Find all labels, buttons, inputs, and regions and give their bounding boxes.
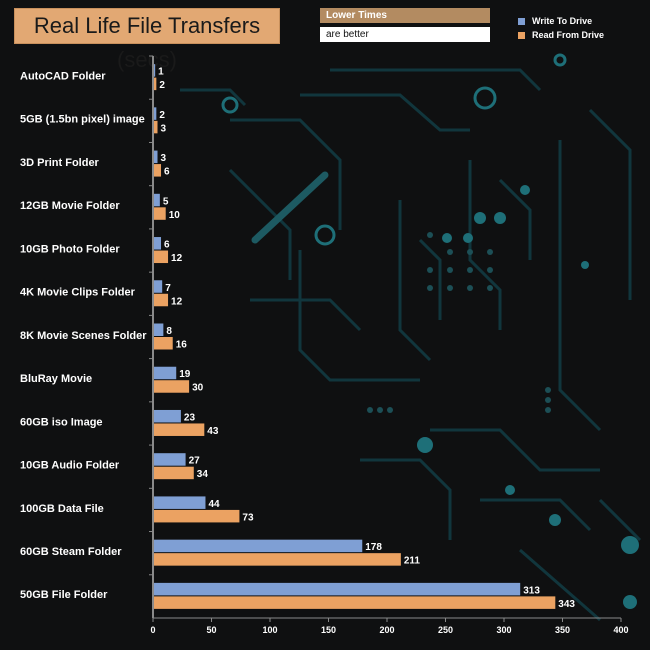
bar-read	[154, 250, 169, 264]
value-label-read: 3	[161, 123, 167, 134]
x-tick-label: 250	[438, 625, 453, 635]
bar-read	[154, 509, 240, 523]
bar-read	[154, 120, 158, 134]
value-label-read: 211	[404, 556, 421, 567]
value-label-write: 23	[184, 412, 196, 423]
bar-write	[154, 366, 177, 380]
bar-read	[154, 293, 169, 307]
value-label-write: 27	[189, 456, 201, 467]
value-label-read: 2	[159, 80, 165, 91]
value-label-write: 8	[166, 326, 172, 337]
bar-read	[154, 423, 205, 436]
bar-write	[154, 453, 186, 466]
x-tick-label: 200	[379, 625, 394, 635]
x-tick-label: 300	[496, 625, 511, 635]
bar-write	[154, 107, 157, 120]
legend: Write To Drive Read From Drive	[518, 15, 604, 43]
category-label: 3D Print Folder	[20, 157, 100, 169]
value-label-read: 343	[558, 599, 575, 610]
bar-read	[154, 380, 190, 393]
legend-label-read: Read From Drive	[532, 30, 605, 40]
value-label-read: 30	[192, 383, 204, 394]
bar-write	[154, 193, 160, 207]
x-tick-label: 350	[555, 625, 570, 635]
bar-read	[154, 466, 194, 480]
value-label-write: 19	[179, 369, 191, 380]
x-tick-label: 0	[150, 625, 155, 635]
bar-write	[154, 64, 156, 77]
value-label-write: 44	[208, 499, 220, 510]
value-label-read: 73	[242, 512, 254, 523]
category-label: 10GB Photo Folder	[20, 243, 120, 255]
bar-write	[154, 323, 164, 336]
bar-write	[154, 150, 158, 164]
category-label: 5GB (1.5bn pixel) image	[20, 114, 145, 126]
bar-read	[154, 164, 162, 177]
category-label: 60GB Steam Folder	[20, 546, 122, 558]
value-label-read: 12	[171, 296, 183, 307]
x-tick-label: 150	[321, 625, 336, 635]
value-label-read: 6	[164, 167, 170, 178]
category-label: 8K Movie Scenes Folder	[20, 330, 147, 342]
bar-read	[154, 337, 173, 350]
subtitle-line-1: Lower Times	[320, 8, 490, 23]
value-label-read: 16	[176, 340, 188, 351]
category-label: 4K Movie Clips Folder	[20, 287, 136, 299]
category-label: 50GB File Folder	[20, 589, 108, 601]
bar-write	[154, 237, 162, 250]
chart-title: Real Life File Transfers (secs)	[14, 8, 280, 72]
value-label-write: 1	[158, 67, 164, 78]
bar-write	[154, 409, 181, 423]
category-label: BluRay Movie	[20, 373, 92, 385]
bar-read	[154, 77, 157, 91]
value-label-write: 6	[164, 240, 170, 251]
legend-swatch-read	[518, 31, 525, 39]
bar-read	[154, 596, 556, 609]
legend-label-write: Write To Drive	[532, 16, 593, 26]
value-label-read: 34	[197, 469, 209, 480]
legend-item-read: Read From Drive	[518, 29, 604, 41]
bar-write	[154, 280, 163, 293]
value-label-read: 12	[171, 253, 183, 264]
value-label-write: 7	[165, 283, 171, 294]
bar-write	[154, 496, 206, 509]
bar-write	[154, 582, 521, 596]
x-tick-label: 100	[262, 625, 277, 635]
value-label-write: 5	[163, 196, 169, 207]
category-label: 100GB Data File	[20, 503, 104, 515]
category-label: AutoCAD Folder	[20, 70, 106, 82]
bar-read	[154, 553, 401, 566]
value-label-read: 10	[169, 210, 181, 221]
category-label: 60GB iso Image	[20, 416, 103, 428]
value-label-write: 313	[523, 585, 540, 596]
bar-read	[154, 207, 166, 220]
legend-swatch-write	[518, 17, 525, 25]
x-tick-label: 50	[206, 625, 216, 635]
value-label-write: 178	[365, 542, 382, 553]
legend-item-write: Write To Drive	[518, 15, 604, 27]
category-label: 10GB Audio Folder	[20, 460, 120, 472]
category-label: 12GB Movie Folder	[20, 200, 120, 212]
subtitle-line-2: are better	[320, 27, 490, 42]
value-label-write: 3	[161, 153, 167, 164]
value-label-write: 2	[159, 110, 165, 121]
x-tick-label: 400	[613, 625, 628, 635]
value-label-read: 43	[207, 426, 219, 437]
bar-write	[154, 539, 363, 553]
